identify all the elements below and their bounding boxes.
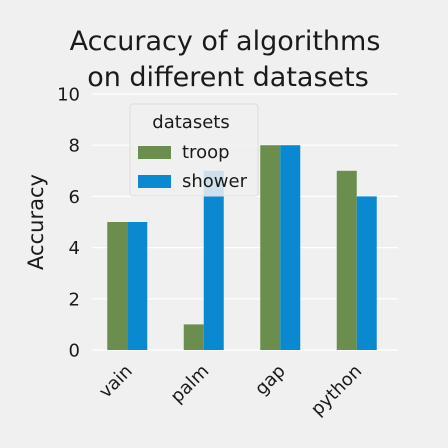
bar-palm-shower [203, 170, 224, 350]
y-tick-label-2: 2 [69, 289, 80, 310]
y-axis-label: Accuracy [24, 174, 48, 270]
bar-python-shower [356, 196, 377, 350]
bar-gap-shower [280, 145, 301, 350]
y-tick-label-0: 0 [69, 341, 80, 362]
legend-entries: troop shower [138, 142, 248, 192]
bar-palm-troop [183, 324, 204, 350]
legend-box [129, 103, 259, 197]
y-tick-label-8: 8 [69, 136, 80, 157]
legend-label-troop: troop [182, 142, 230, 163]
legend: datasets troop shower [129, 103, 259, 197]
bar-vain-shower [127, 222, 148, 350]
y-tick-label-10: 10 [57, 85, 80, 106]
legend-label-shower: shower [182, 171, 248, 192]
bars [107, 145, 377, 350]
y-tick-labels: 0 2 4 6 8 10 [57, 85, 80, 362]
chart-title-line-2: on different datasets [87, 62, 369, 93]
bar-python-troop [336, 170, 357, 350]
legend-title: datasets [152, 112, 229, 133]
bar-gap-troop [260, 145, 281, 350]
chart-title-line-1: Accuracy of algorithms [70, 26, 381, 57]
legend-swatch-shower [138, 175, 171, 188]
legend-swatch-troop [138, 146, 171, 159]
y-tick-label-6: 6 [69, 187, 80, 208]
y-tick-label-4: 4 [69, 238, 80, 259]
bar-vain-troop [107, 222, 128, 350]
